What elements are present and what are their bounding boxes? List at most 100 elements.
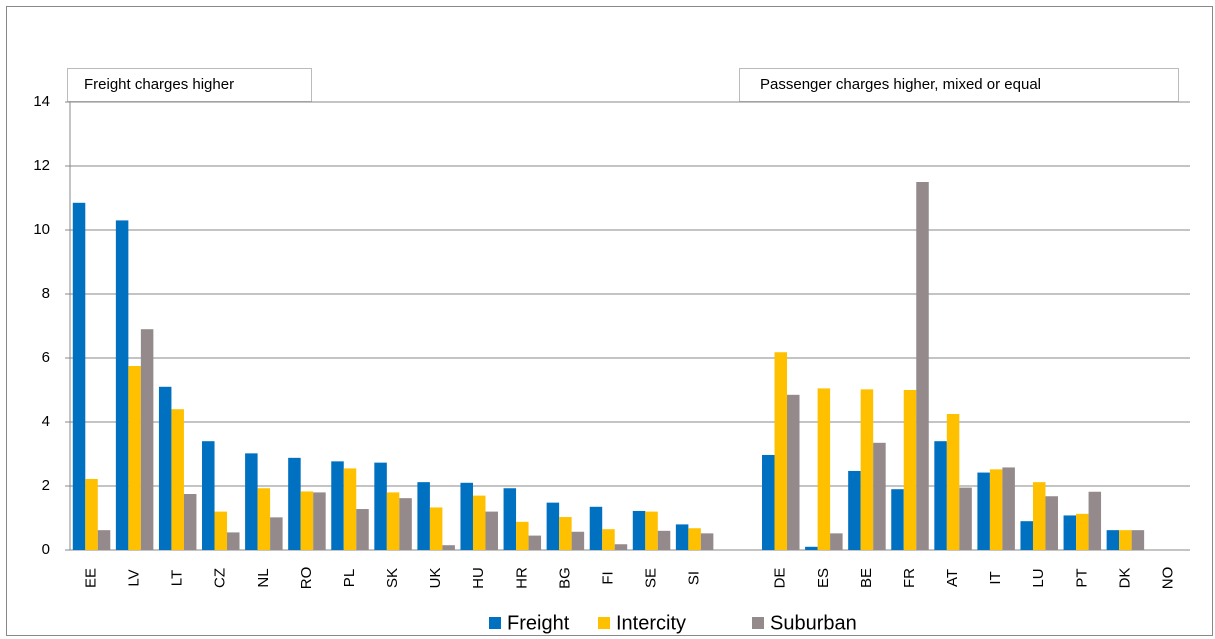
x-tick-label: CZ: [212, 568, 229, 588]
bar: [959, 487, 972, 550]
x-tick-label: DK: [1116, 568, 1133, 589]
annotation: Freight charges higher: [84, 76, 234, 93]
bar: [140, 329, 154, 550]
bar: [417, 482, 430, 550]
bar: [645, 511, 658, 550]
x-tick-label: EE: [83, 568, 100, 588]
bar: [97, 530, 111, 550]
x-tick-label: RO: [298, 567, 315, 590]
bar: [848, 470, 861, 550]
bar: [934, 441, 947, 550]
bar: [1002, 467, 1015, 550]
bar: [787, 394, 800, 550]
bar: [675, 524, 689, 550]
y-tick-label: 8: [42, 285, 50, 302]
bar: [85, 478, 98, 550]
legend-swatch: [489, 617, 501, 629]
bar: [989, 469, 1003, 550]
x-tick-label: BE: [858, 568, 875, 588]
y-tick-label: 12: [33, 157, 50, 174]
legend-label: Intercity: [616, 612, 686, 634]
y-tick-label: 10: [33, 221, 50, 238]
bar: [977, 472, 990, 550]
bar: [158, 386, 172, 550]
bar: [589, 506, 603, 550]
x-tick-label: LV: [126, 569, 143, 586]
bar: [1088, 491, 1102, 550]
x-tick-label: ES: [815, 568, 832, 588]
x-tick-label: NO: [1159, 567, 1176, 590]
bar: [115, 220, 129, 550]
x-tick-label: HR: [513, 567, 530, 589]
bar: [516, 521, 529, 550]
bar: [460, 482, 473, 550]
x-tick-label: IT: [987, 571, 1004, 584]
bar: [183, 494, 197, 550]
bar: [313, 492, 326, 550]
x-tick-label: FR: [901, 568, 918, 588]
bar: [860, 389, 874, 550]
legend-swatch: [598, 617, 610, 629]
bar: [442, 545, 455, 550]
x-tick-label: SK: [384, 568, 401, 588]
y-tick-label: 2: [42, 477, 50, 494]
legend-swatch: [752, 617, 764, 629]
bar: [891, 489, 904, 550]
bar: [700, 533, 714, 550]
bar: [774, 352, 788, 550]
bar: [386, 492, 400, 550]
legend-label: Suburban: [770, 612, 857, 634]
bar: [171, 409, 184, 550]
bar: [128, 366, 141, 550]
x-tick-label: PL: [341, 569, 358, 587]
bar: [1106, 530, 1120, 550]
bar: [300, 491, 314, 550]
y-tick-label: 4: [42, 413, 50, 430]
bar: [245, 453, 258, 550]
bar: [1020, 521, 1033, 550]
annotation: Passenger charges higher, mixed or equal: [760, 76, 1041, 93]
bar: [331, 461, 344, 550]
y-tick-label: 0: [42, 541, 50, 558]
x-tick-label: DE: [772, 568, 789, 589]
bar: [602, 529, 615, 550]
bar: [429, 507, 443, 550]
bar: [805, 546, 818, 550]
annotation-box: [739, 68, 1179, 102]
x-tick-label: UK: [427, 568, 444, 589]
annotation-box: [67, 68, 312, 102]
bar: [946, 414, 960, 550]
bar: [1076, 513, 1089, 550]
y-tick-label: 6: [42, 349, 50, 366]
bar: [830, 533, 843, 550]
x-tick-label: LU: [1030, 568, 1047, 587]
bar: [257, 488, 271, 550]
bar: [528, 535, 542, 550]
bar: [1032, 482, 1046, 550]
bar: [546, 502, 560, 550]
bar: [374, 462, 387, 550]
x-tick-label: SE: [643, 568, 660, 588]
x-tick-label: SI: [686, 571, 703, 585]
legend-label: Freight: [507, 612, 570, 634]
bar: [485, 511, 498, 550]
bar: [343, 468, 357, 550]
x-tick-label: NL: [255, 568, 272, 587]
bar: [688, 528, 701, 550]
bar: [873, 442, 886, 550]
x-tick-label: PT: [1073, 568, 1090, 587]
bar: [1063, 515, 1077, 550]
x-tick-label: AT: [944, 569, 961, 587]
bar: [614, 544, 628, 550]
bar: [399, 498, 412, 550]
bar: [270, 517, 283, 550]
bar: [903, 390, 917, 550]
bar: [72, 202, 86, 551]
bar: [503, 488, 517, 550]
bar: [288, 457, 301, 550]
bar: [1045, 496, 1058, 550]
bar: [817, 388, 831, 550]
bar: [356, 509, 369, 550]
